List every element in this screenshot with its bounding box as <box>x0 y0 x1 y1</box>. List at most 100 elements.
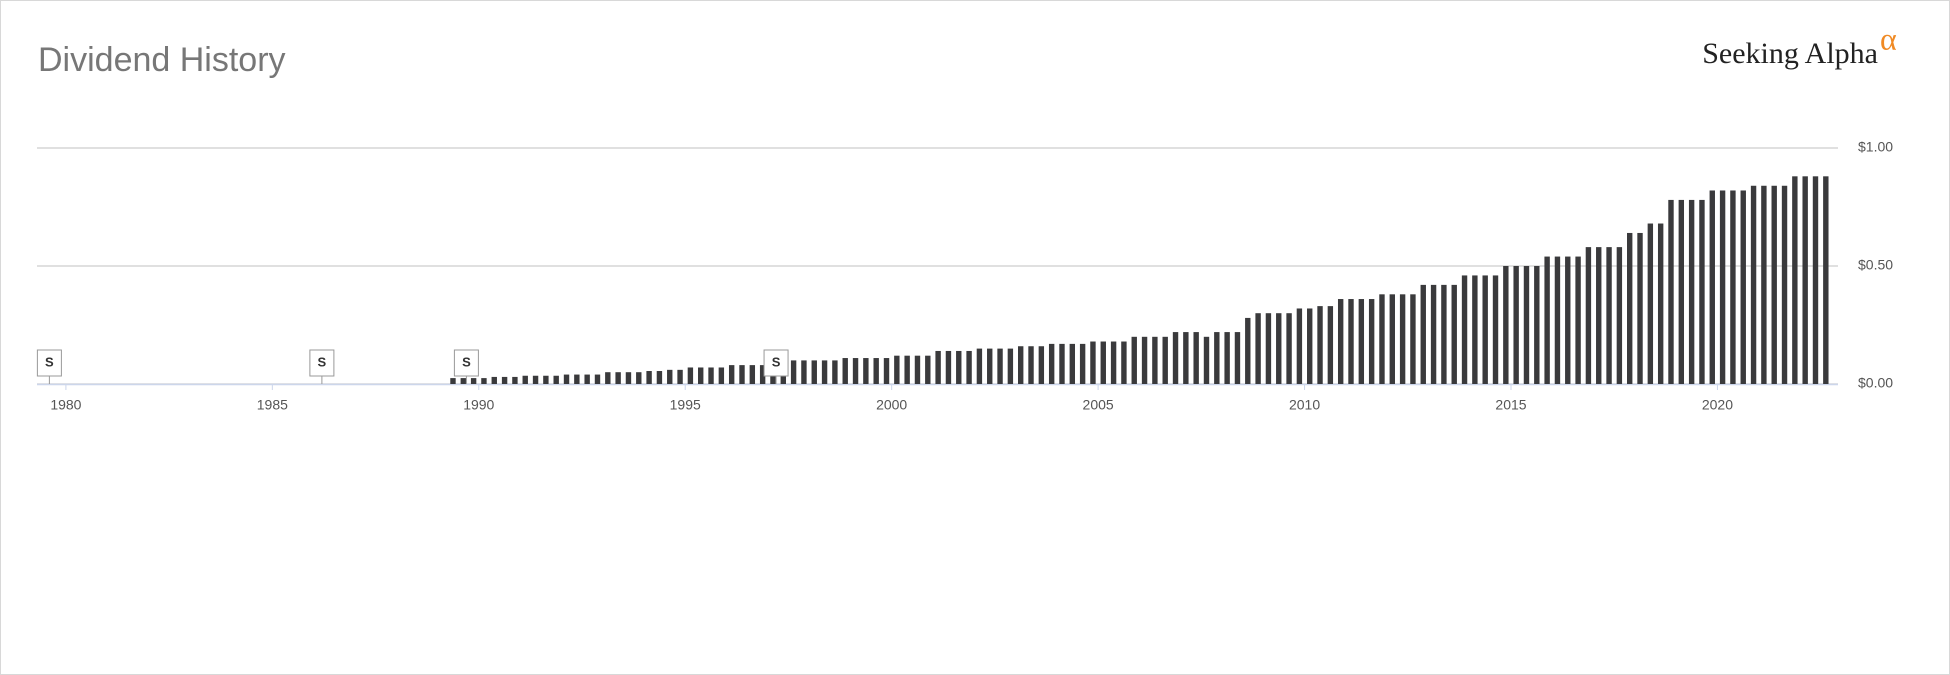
bar <box>1317 306 1323 384</box>
bar <box>1492 275 1499 384</box>
bar <box>1358 299 1365 384</box>
bar <box>852 358 859 384</box>
bar <box>470 378 477 384</box>
x-tick-label: 1980 <box>50 397 81 413</box>
bar <box>1399 294 1406 384</box>
bar <box>832 360 838 384</box>
bar <box>1430 284 1437 384</box>
bar <box>636 372 642 384</box>
bar <box>997 348 1003 384</box>
bar <box>1389 294 1395 384</box>
bar <box>1183 332 1189 384</box>
bar <box>1792 176 1798 384</box>
bar <box>1193 332 1199 384</box>
bar <box>1368 299 1375 384</box>
bar <box>1730 190 1736 384</box>
bar <box>987 348 993 384</box>
bar <box>1234 332 1241 384</box>
bar <box>1214 332 1220 384</box>
x-tick-label: 2015 <box>1495 397 1526 413</box>
bar <box>1327 306 1334 384</box>
bar <box>1647 223 1654 384</box>
bar <box>1296 308 1303 384</box>
bar <box>749 365 756 384</box>
bar <box>450 378 456 384</box>
bar <box>1100 341 1106 384</box>
bar <box>1379 294 1385 384</box>
bar <box>1265 313 1272 384</box>
bar <box>1627 232 1633 384</box>
bar <box>1565 256 1571 384</box>
bar <box>1503 266 1509 384</box>
bar <box>1534 266 1540 384</box>
bar <box>811 360 817 384</box>
bar <box>883 358 890 384</box>
bar <box>1740 190 1746 384</box>
bar <box>1523 266 1530 384</box>
x-tick-label: 2010 <box>1289 397 1320 413</box>
bar <box>1544 256 1550 384</box>
split-label: S <box>462 354 471 369</box>
bar <box>718 367 725 384</box>
bar <box>625 372 632 384</box>
bar <box>481 378 487 384</box>
bar <box>1616 247 1623 384</box>
bar <box>1048 343 1055 384</box>
bar <box>1802 176 1808 384</box>
bar <box>1575 256 1581 384</box>
bar <box>842 358 848 384</box>
bar <box>821 360 828 384</box>
bar <box>914 355 921 384</box>
bar <box>1152 336 1158 384</box>
bar <box>1461 275 1468 384</box>
bar <box>1761 185 1767 384</box>
bar <box>976 348 983 384</box>
bar <box>1699 199 1705 384</box>
bar <box>460 378 467 384</box>
bar <box>1131 336 1137 384</box>
bar <box>1069 343 1076 384</box>
bar <box>966 350 972 384</box>
bar <box>1090 341 1096 384</box>
bar <box>1688 199 1695 384</box>
bar <box>1162 336 1168 384</box>
bar <box>863 358 869 384</box>
bar <box>1110 341 1117 384</box>
split-flag <box>309 349 335 377</box>
x-tick-label: 1990 <box>463 397 494 413</box>
bar <box>698 367 704 384</box>
y-tick-label: $1.00 <box>1858 139 1893 155</box>
bar <box>1007 348 1014 384</box>
chart-title: Dividend History <box>38 41 286 79</box>
bar <box>1596 247 1602 384</box>
bar <box>656 371 663 384</box>
split-flag <box>763 349 789 377</box>
bar <box>553 375 559 384</box>
bar <box>1606 247 1612 384</box>
bar <box>1823 176 1829 384</box>
bar <box>1637 232 1643 384</box>
bar <box>1017 346 1024 384</box>
bar <box>1245 317 1251 384</box>
bar <box>677 369 683 384</box>
bar <box>1771 185 1777 384</box>
x-tick-label: 2000 <box>876 397 907 413</box>
bar <box>1709 190 1715 384</box>
bar <box>1719 190 1726 384</box>
bar <box>956 350 962 384</box>
bar <box>1554 256 1561 384</box>
bar <box>512 376 518 384</box>
bar <box>1172 332 1179 384</box>
bar <box>1038 346 1045 384</box>
bar <box>1472 275 1478 384</box>
bar <box>1451 284 1457 384</box>
bar <box>708 367 714 384</box>
bar <box>615 372 621 384</box>
y-tick-label: $0.50 <box>1858 257 1893 273</box>
bar <box>1286 313 1292 384</box>
bar <box>1348 299 1354 384</box>
bar <box>945 350 952 384</box>
split-label: S <box>772 354 781 369</box>
